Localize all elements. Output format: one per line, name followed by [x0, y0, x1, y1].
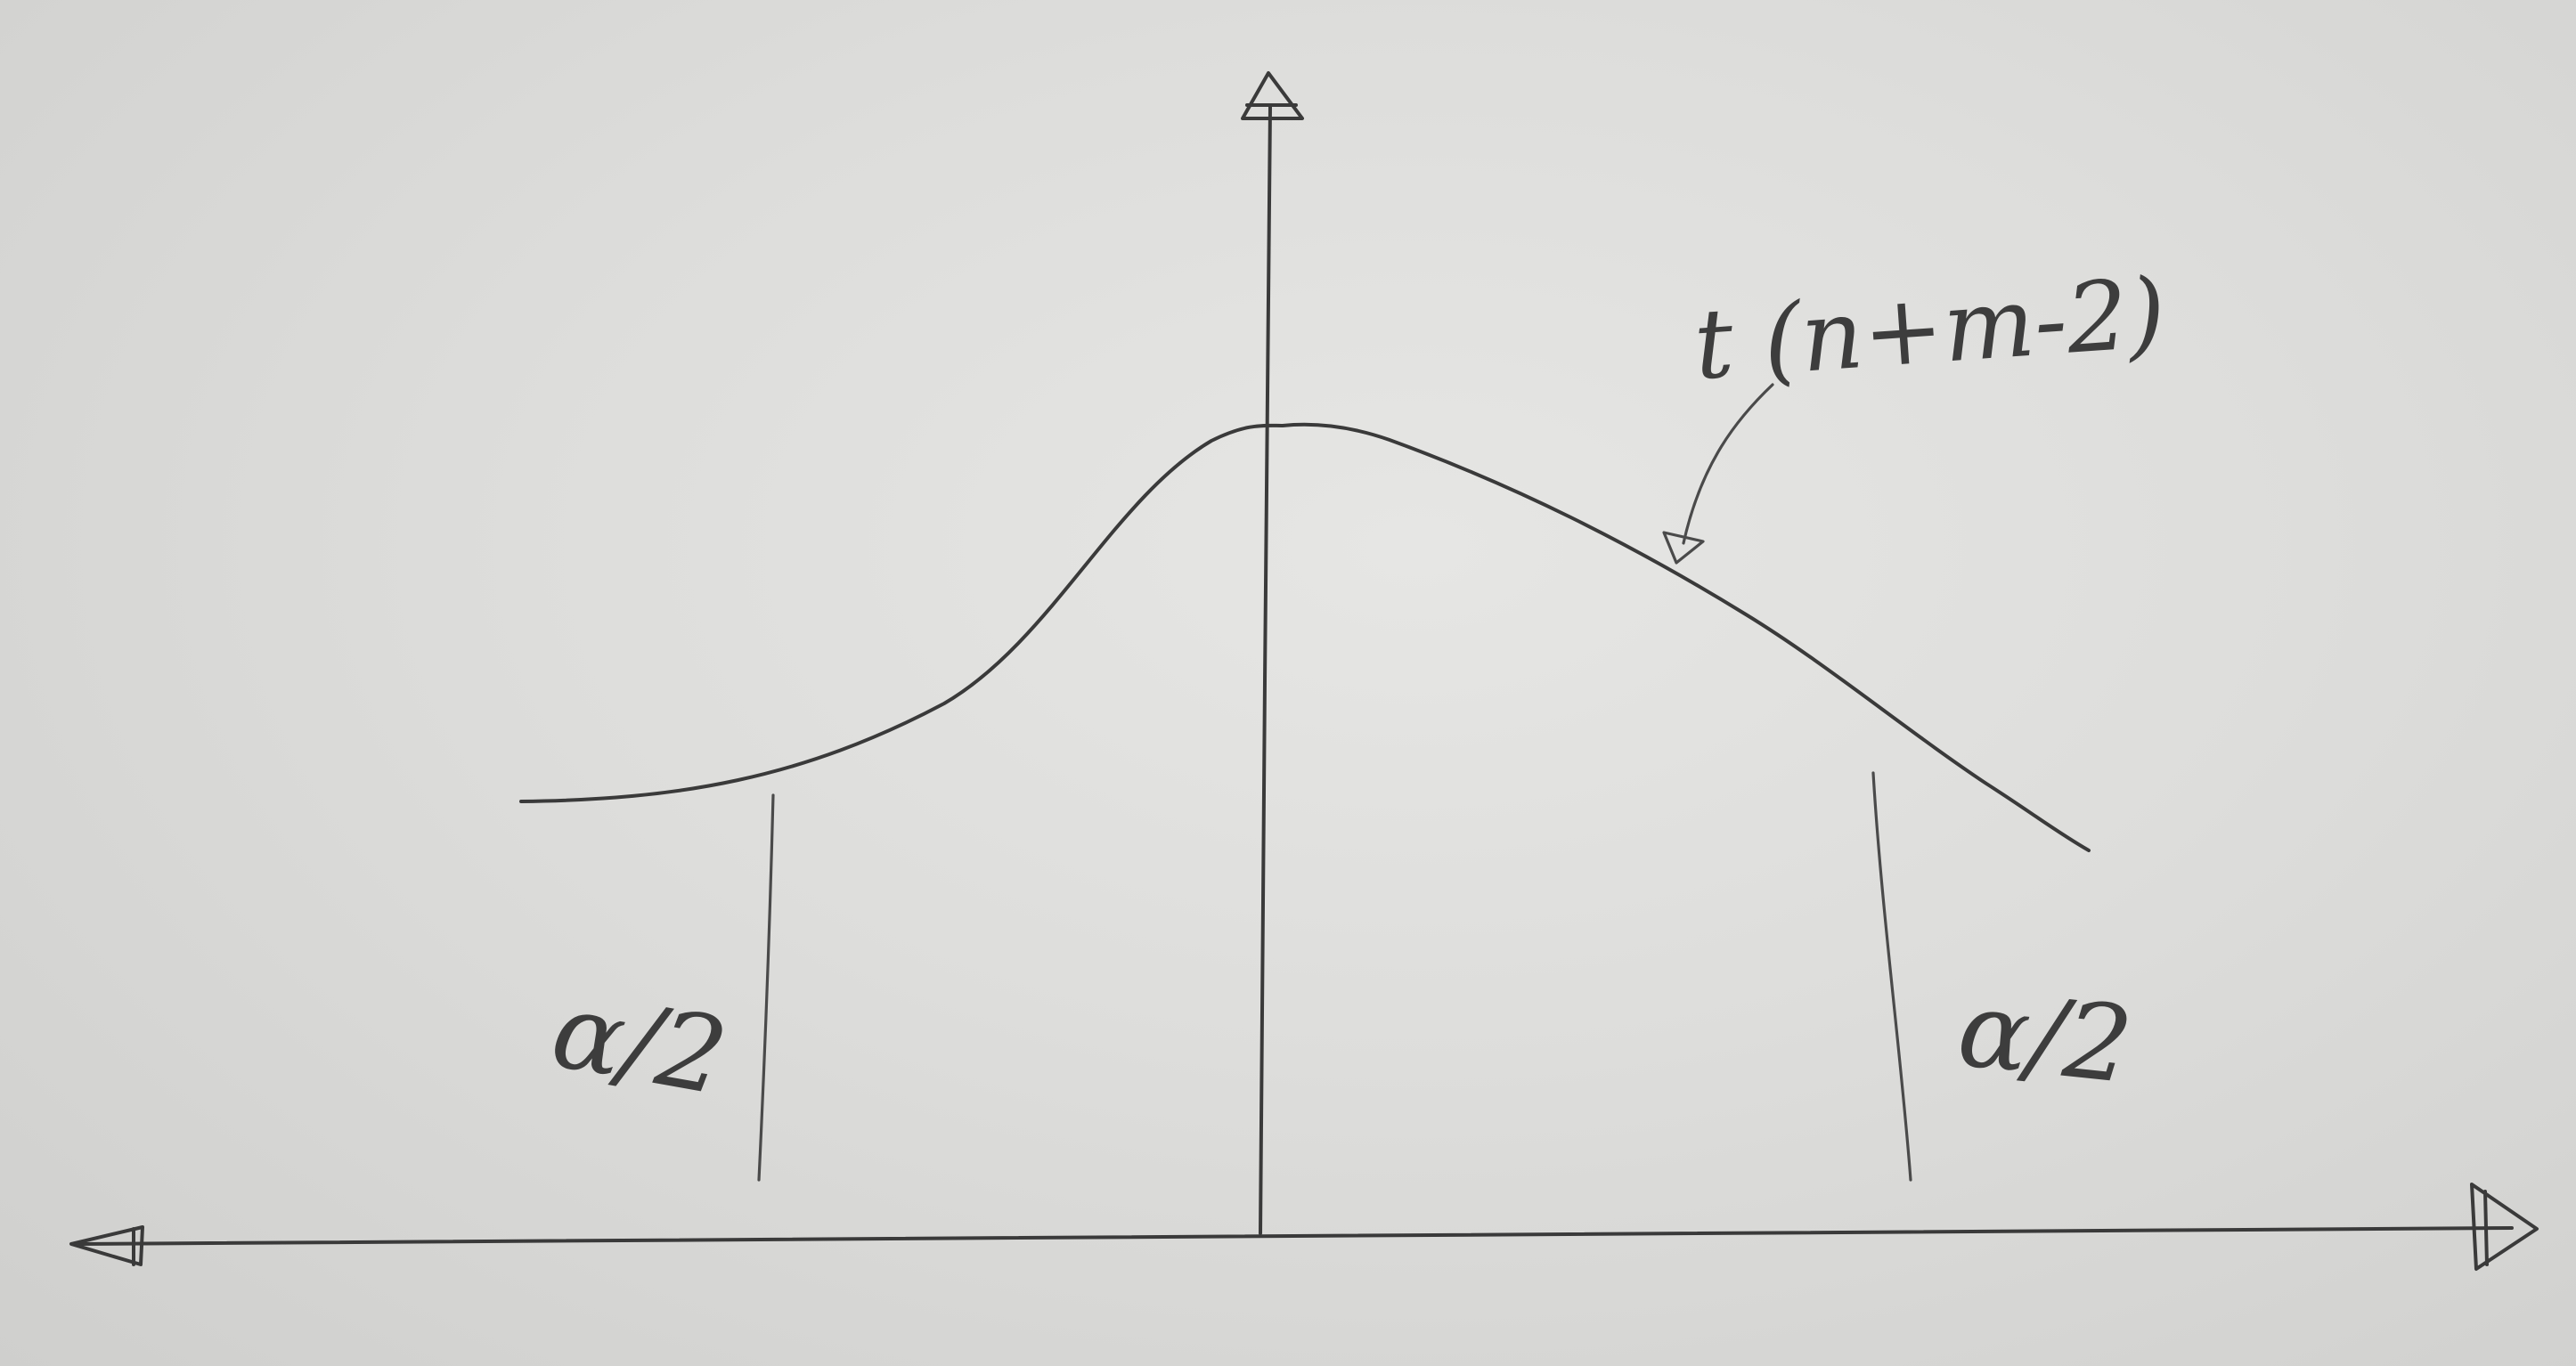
- x-axis-right-arrow-icon: [2470, 1183, 2539, 1271]
- t-distribution-curve: [519, 422, 2091, 852]
- x-axis-line: [78, 1226, 2514, 1246]
- x-axis: [69, 1183, 2539, 1271]
- x-axis-left-arrow-icon: [69, 1225, 144, 1266]
- left-tail-label: α/2: [543, 968, 736, 1119]
- curve-pointer-arrowhead-icon: [1662, 531, 1705, 565]
- right-tail-label: α/2: [1952, 967, 2138, 1108]
- curve-pointer-arrow: [1682, 383, 1774, 545]
- curve-label: t (n+m-2): [1691, 257, 2169, 402]
- y-axis-up-arrow-icon: [1241, 71, 1304, 120]
- y-axis-line: [1259, 105, 1272, 1235]
- right-critical-line: [1871, 771, 1912, 1182]
- left-critical-line: [757, 793, 775, 1182]
- y-axis: [1241, 71, 1304, 1235]
